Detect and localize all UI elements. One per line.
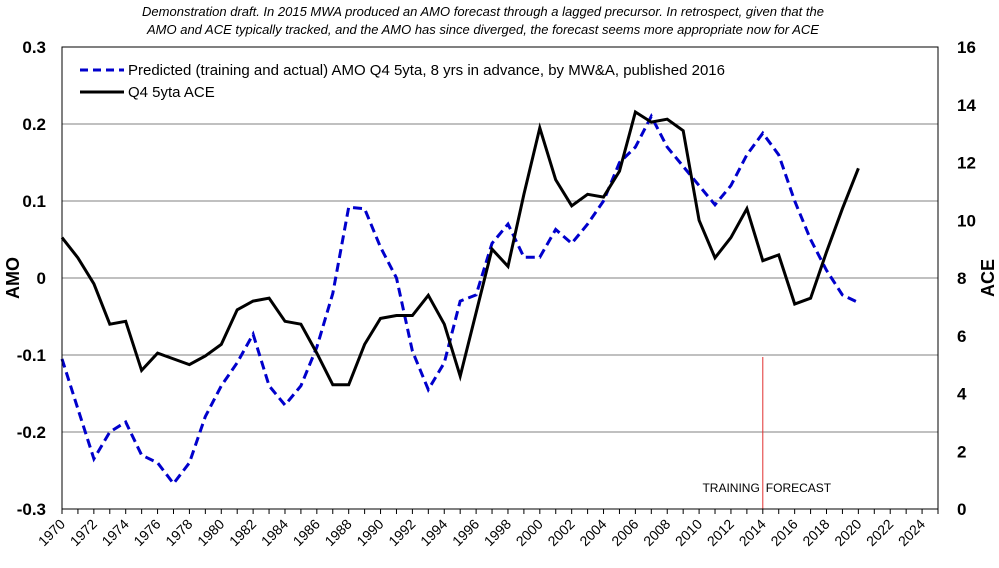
chart-title-line-1: Demonstration draft. In 2015 MWA produce… — [142, 4, 824, 19]
y-axis-label-left: AMO — [3, 257, 23, 299]
y-tick-right: 14 — [957, 96, 976, 115]
y-tick-right: 10 — [957, 211, 976, 230]
x-tick-label: 1994 — [417, 516, 450, 549]
annotation-training: TRAINING — [702, 481, 759, 495]
y-tick-left: -0.2 — [17, 423, 46, 442]
x-tick-label: 2000 — [513, 516, 546, 549]
x-tick-label: 1988 — [321, 516, 354, 549]
y-tick-right: 4 — [957, 385, 967, 404]
annotation-forecast: FORECAST — [766, 481, 832, 495]
x-tick-label: 2010 — [672, 516, 705, 549]
x-tick-label: 2024 — [895, 516, 928, 549]
y-tick-right: 6 — [957, 327, 966, 346]
x-tick-label: 2002 — [544, 516, 577, 549]
x-tick-label: 1970 — [35, 516, 68, 549]
legend-label-amo: Predicted (training and actual) AMO Q4 5… — [128, 62, 725, 79]
x-axis-ticks: 1970197219741976197819801982198419861988… — [35, 509, 939, 549]
chart-title-line-2: AMO and ACE typically tracked, and the A… — [146, 22, 819, 37]
x-tick-label: 1974 — [98, 516, 131, 549]
x-tick-label: 2018 — [799, 516, 832, 549]
x-tick-label: 1984 — [258, 516, 291, 549]
y-tick-left: 0.2 — [22, 115, 46, 134]
x-tick-label: 1992 — [385, 516, 418, 549]
x-tick-label: 1980 — [194, 516, 227, 549]
x-tick-label: 1996 — [449, 516, 482, 549]
x-tick-label: 2020 — [831, 516, 864, 549]
legend: Predicted (training and actual) AMO Q4 5… — [80, 62, 725, 101]
y-tick-left: -0.3 — [17, 500, 46, 519]
x-tick-label: 1978 — [162, 516, 195, 549]
x-tick-label: 2006 — [608, 516, 641, 549]
x-tick-label: 2004 — [576, 516, 609, 549]
y-tick-left: 0.1 — [22, 192, 46, 211]
x-tick-label: 2014 — [736, 516, 769, 549]
y-tick-right: 12 — [957, 154, 976, 173]
plot-area-frame — [61, 46, 939, 510]
x-tick-label: 2008 — [640, 516, 673, 549]
y-tick-left: -0.1 — [17, 346, 46, 365]
series-line-ace — [60, 109, 860, 387]
y-tick-left: 0 — [37, 269, 46, 288]
x-tick-label: 1998 — [481, 516, 514, 549]
x-tick-label: 1982 — [226, 516, 259, 549]
left-axis-ticks: 0.3 0.2 0.1 0 -0.1 -0.2 -0.3 — [17, 38, 46, 519]
x-tick-label: 1990 — [353, 516, 386, 549]
x-tick-label: 2012 — [704, 516, 737, 549]
grid-lines — [62, 123, 938, 433]
x-tick-label: 2016 — [767, 516, 800, 549]
x-tick-label: 2022 — [863, 516, 896, 549]
y-axis-label-right: ACE — [978, 259, 998, 297]
y-tick-right: 16 — [957, 38, 976, 57]
x-tick-label: 1972 — [67, 516, 100, 549]
y-tick-right: 8 — [957, 269, 966, 288]
y-tick-left: 0.3 — [22, 38, 46, 57]
x-tick-label: 1976 — [130, 516, 163, 549]
x-tick-label: 1986 — [290, 516, 323, 549]
series-line-amo-predicted — [60, 113, 860, 487]
right-axis-ticks: 16 14 12 10 8 6 4 2 0 — [957, 38, 976, 519]
y-tick-right: 2 — [957, 442, 966, 461]
legend-label-ace: Q4 5yta ACE — [128, 84, 215, 101]
y-tick-right: 0 — [957, 500, 966, 519]
